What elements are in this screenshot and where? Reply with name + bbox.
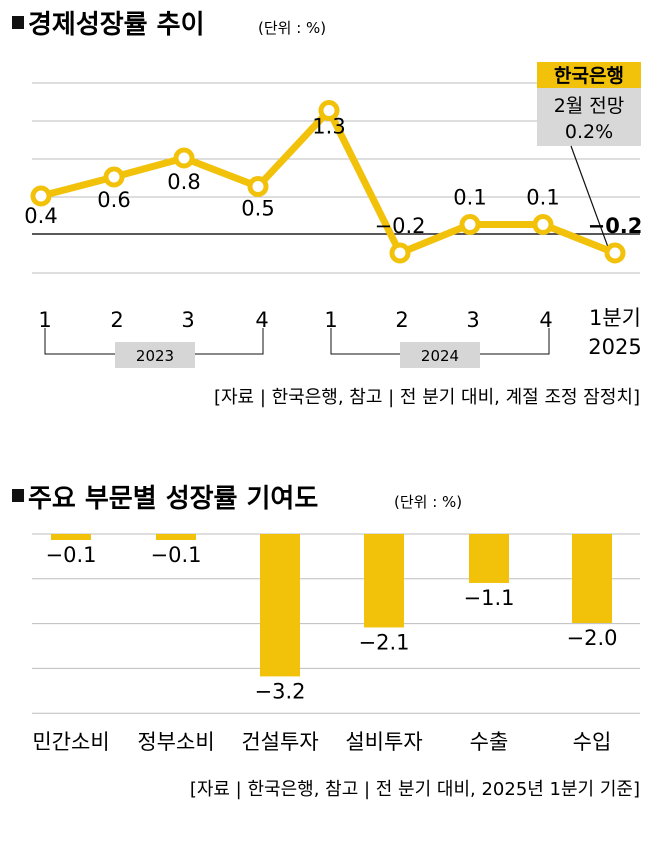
- forecast-callout: 한국은행 2월 전망 0.2%: [537, 62, 641, 259]
- callout-line1: 2월 전망: [554, 95, 625, 117]
- bar-chart-grid: [32, 533, 640, 714]
- bar-chart-unit: (단위 : %): [394, 493, 462, 511]
- x-tick-label: 4: [255, 308, 268, 332]
- data-label: 0.4: [24, 204, 57, 228]
- callout-line2: 0.2%: [565, 121, 613, 143]
- bar: [469, 534, 509, 583]
- title-bullet-icon: [12, 16, 24, 29]
- data-label: 1.3: [312, 115, 345, 139]
- line-chart-marks: 0.4 0.6 0.8 0.5 1.3 −0.2 0.1 0.1 −0.2: [24, 100, 643, 264]
- data-point: [318, 100, 340, 121]
- x-tick-label: 2: [395, 308, 408, 332]
- bar-chart-title: 주요 부문별 성장률 기여도: [28, 484, 318, 514]
- x-tick-label-last-line1: 1분기: [589, 306, 641, 330]
- x-tick-label: 3: [181, 308, 194, 332]
- title-bullet-icon: [12, 489, 24, 502]
- year-label-2023: 2023: [136, 347, 174, 365]
- data-point: [459, 214, 481, 235]
- data-label: −0.2: [375, 214, 426, 238]
- x-category-label: 건설투자: [241, 730, 318, 754]
- year-label-2024-bg: [400, 342, 480, 368]
- x-category-label: 설비투자: [345, 730, 422, 754]
- data-point: [173, 147, 195, 169]
- x-tick-label-last-line2: 2025: [588, 335, 641, 359]
- data-point: [103, 166, 125, 188]
- bar-value-label: −3.2: [255, 679, 306, 703]
- x-category-label: 수출: [470, 730, 509, 754]
- callout-badge: 한국은행: [554, 65, 624, 87]
- bar: [156, 534, 196, 540]
- bar-chart-x-axis: 민간소비 정부소비 건설투자 설비투자 수출 수입: [32, 730, 611, 754]
- x-category-label: 수입: [573, 730, 612, 754]
- callout-badge-bg: [537, 62, 641, 88]
- callout-box: [537, 88, 641, 146]
- data-point: [604, 242, 626, 264]
- data-point: [247, 176, 269, 197]
- year-label-2023-bg: [115, 342, 195, 368]
- data-label: −0.2: [588, 214, 643, 238]
- bar-chart-marks: −0.1 −0.1 −3.2 −2.1 −1.1 −2.0: [46, 534, 618, 703]
- data-point: [389, 242, 411, 264]
- data-point: [30, 185, 52, 207]
- bar: [364, 534, 404, 628]
- bar-value-label: −0.1: [46, 543, 97, 567]
- x-tick-label: 1: [324, 308, 337, 332]
- data-label: 0.1: [453, 186, 486, 210]
- bar-value-label: −2.1: [359, 630, 410, 654]
- bar: [51, 534, 91, 540]
- bar-chart-source: [자료 | 한국은행, 참고 | 전 분기 대비, 2025년 1분기 기준]: [190, 779, 640, 800]
- data-label: 0.8: [167, 170, 200, 194]
- x-category-label: 정부소비: [137, 730, 214, 754]
- line-chart-unit: (단위 : %): [258, 19, 326, 37]
- bar-value-label: −0.1: [151, 543, 202, 567]
- x-tick-label: 4: [539, 308, 552, 332]
- x-tick-label: 1: [38, 308, 51, 332]
- bar: [260, 534, 300, 677]
- data-point: [532, 214, 554, 235]
- bar-value-label: −2.0: [567, 626, 618, 650]
- data-label: 0.6: [97, 188, 130, 212]
- line-chart-x-axis: 1 2 3 4 1 2 3 4 1분기 2025: [38, 306, 641, 359]
- year-groups: 2023 2024: [44, 328, 550, 368]
- callout-leader: [570, 145, 613, 259]
- data-label: 0.5: [241, 197, 274, 221]
- x-tick-label: 2: [110, 308, 123, 332]
- year-label-2024: 2024: [421, 347, 459, 365]
- bar-value-label: −1.1: [464, 586, 515, 610]
- x-category-label: 민간소비: [32, 730, 109, 754]
- bar: [572, 534, 612, 623]
- data-label: 0.1: [526, 186, 559, 210]
- x-tick-label: 3: [466, 308, 479, 332]
- line-chart-title: 경제성장률 추이: [28, 10, 205, 40]
- line-chart-source: [자료 | 한국은행, 참고 | 전 분기 대비, 계절 조정 잠정치]: [214, 387, 640, 408]
